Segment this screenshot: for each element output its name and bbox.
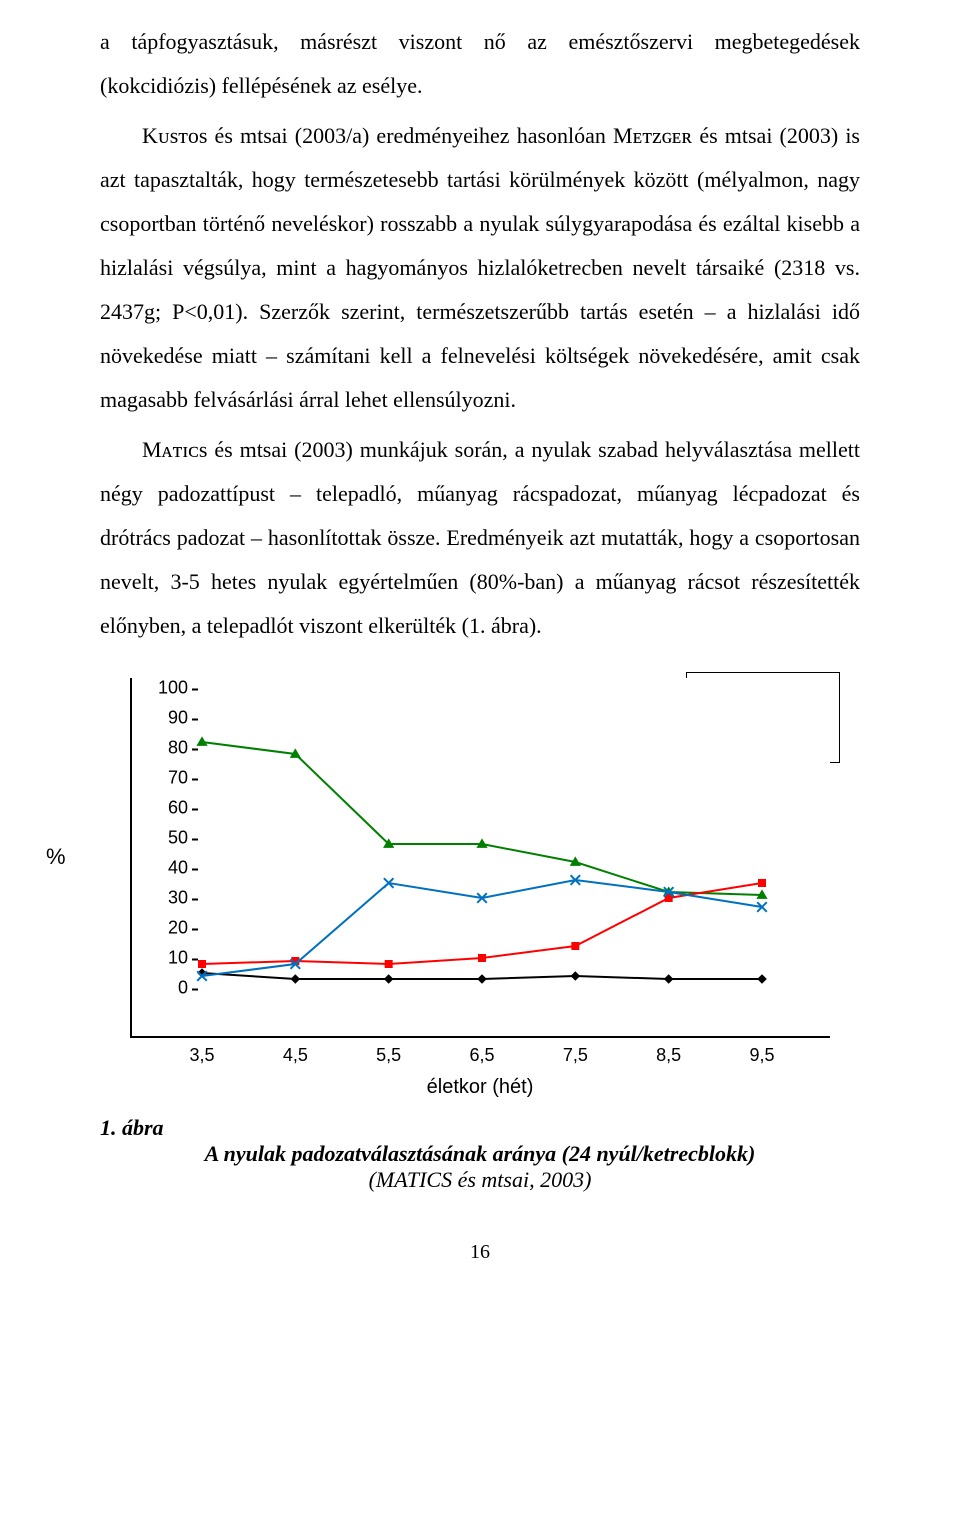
figure-source: (MATICS és mtsai, 2003) xyxy=(100,1167,860,1193)
paragraph-2: Kᴜsᴛᴏs és mtsai (2003/a) eredményeihez h… xyxy=(100,114,860,422)
y-tick: 20 xyxy=(132,918,188,939)
figure-title: A nyulak padozatválasztásának aránya (24… xyxy=(100,1141,860,1167)
chart-plot-area xyxy=(192,688,772,988)
x-tick: 5,5 xyxy=(376,1045,401,1066)
y-tick: 0 xyxy=(132,978,188,999)
y-tick: 100 xyxy=(132,678,188,699)
x-tick: 4,5 xyxy=(283,1045,308,1066)
x-tick: 3,5 xyxy=(189,1045,214,1066)
x-tick: 9,5 xyxy=(749,1045,774,1066)
x-tick: 6,5 xyxy=(469,1045,494,1066)
paragraph-1: a tápfogyasztásuk, másrészt viszont nő a… xyxy=(100,20,860,108)
y-tick: 90 xyxy=(132,708,188,729)
y-tick: 50 xyxy=(132,828,188,849)
chart-ylabel: % xyxy=(46,844,66,870)
chart-svg xyxy=(192,688,772,988)
chart-container: Műanyag rácsDrótrácsTelepadlóMűanyag léc… xyxy=(130,678,830,1099)
figure-label: 1. ábra xyxy=(100,1115,860,1141)
x-tick: 8,5 xyxy=(656,1045,681,1066)
figure-caption: 1. ábra A nyulak padozatválasztásának ar… xyxy=(100,1115,860,1193)
y-tick: 40 xyxy=(132,858,188,879)
y-tick: 60 xyxy=(132,798,188,819)
y-tick: 70 xyxy=(132,768,188,789)
paragraph-3: Mᴀᴛɪᴄs és mtsai (2003) munkájuk során, a… xyxy=(100,428,860,648)
y-tick: 80 xyxy=(132,738,188,759)
y-tick: 30 xyxy=(132,888,188,909)
y-tick: 10 xyxy=(132,948,188,969)
page-number: 16 xyxy=(100,1241,860,1264)
chart-area: % 01020304050607080901003,54,55,56,57,58… xyxy=(130,678,830,1038)
chart-xlabel: életkor (hét) xyxy=(130,1076,830,1099)
x-tick: 7,5 xyxy=(563,1045,588,1066)
